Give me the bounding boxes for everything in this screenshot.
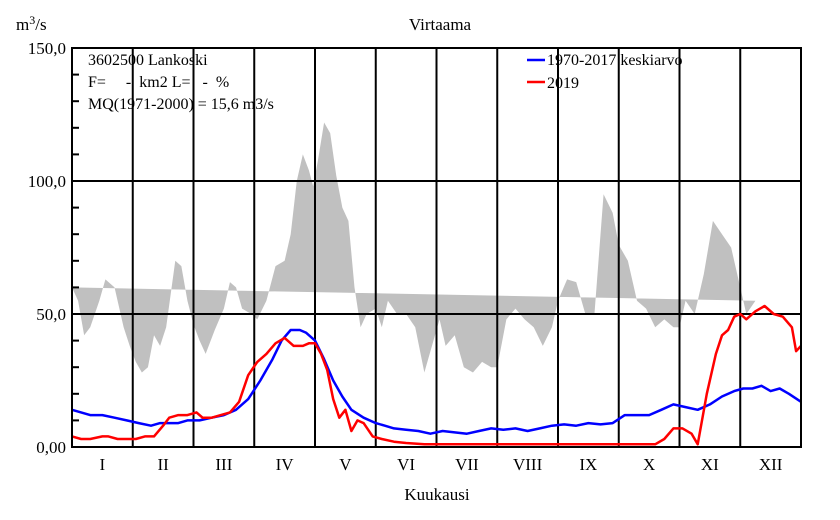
x-tick-label: X [643, 455, 655, 474]
y-tick-label: 150,0 [28, 39, 66, 58]
grid [72, 48, 801, 447]
x-tick-label: II [157, 455, 169, 474]
y-axis-ticks: 0,00 50,0 100,0 150,0 [28, 39, 79, 457]
x-tick-label: VII [455, 455, 479, 474]
x-tick-label: IV [276, 455, 295, 474]
y-axis-label-tail: /s [35, 15, 46, 34]
info-area: F= - km2 L= - % [88, 74, 229, 91]
info-box: 3602500 Lankoski F= - km2 L= - % MQ(1971… [88, 52, 274, 113]
min-max-range-band [72, 122, 756, 373]
x-tick-label: XII [759, 455, 783, 474]
x-tick-label: IX [579, 455, 597, 474]
x-tick-label: III [215, 455, 232, 474]
y-axis-label-base: m [16, 15, 29, 34]
chart-title: Virtaama [409, 15, 472, 34]
series-line-average [71, 328, 802, 435]
y-axis-label-superscript: 3 [29, 13, 35, 27]
y-tick-label: 50,0 [36, 305, 66, 324]
legend: 1970-2017 keskiarvo 2019 [527, 52, 683, 92]
legend-label-2019: 2019 [547, 75, 579, 92]
plot-frame [71, 47, 802, 448]
x-tick-label: VIII [513, 455, 543, 474]
x-axis-ticks: I II III IV V VI VII VIII IX X XI XII [100, 455, 783, 474]
series-line-2019 [71, 304, 802, 446]
x-tick-label: XI [701, 455, 719, 474]
y-tick-label: 0,00 [36, 438, 66, 457]
x-tick-label: VI [397, 455, 415, 474]
series-lines [71, 304, 802, 446]
legend-label-average: 1970-2017 keskiarvo [547, 52, 683, 69]
x-tick-label: V [339, 455, 352, 474]
y-tick-label: 100,0 [28, 172, 66, 191]
info-mq: MQ(1971-2000) = 15,6 m3/s [88, 96, 274, 113]
info-station: 3602500 Lankoski [88, 52, 208, 69]
y-axis-label: m3/s [16, 13, 47, 34]
range-band-area [72, 122, 756, 373]
x-tick-label: I [100, 455, 106, 474]
x-axis-label: Kuukausi [404, 485, 469, 504]
